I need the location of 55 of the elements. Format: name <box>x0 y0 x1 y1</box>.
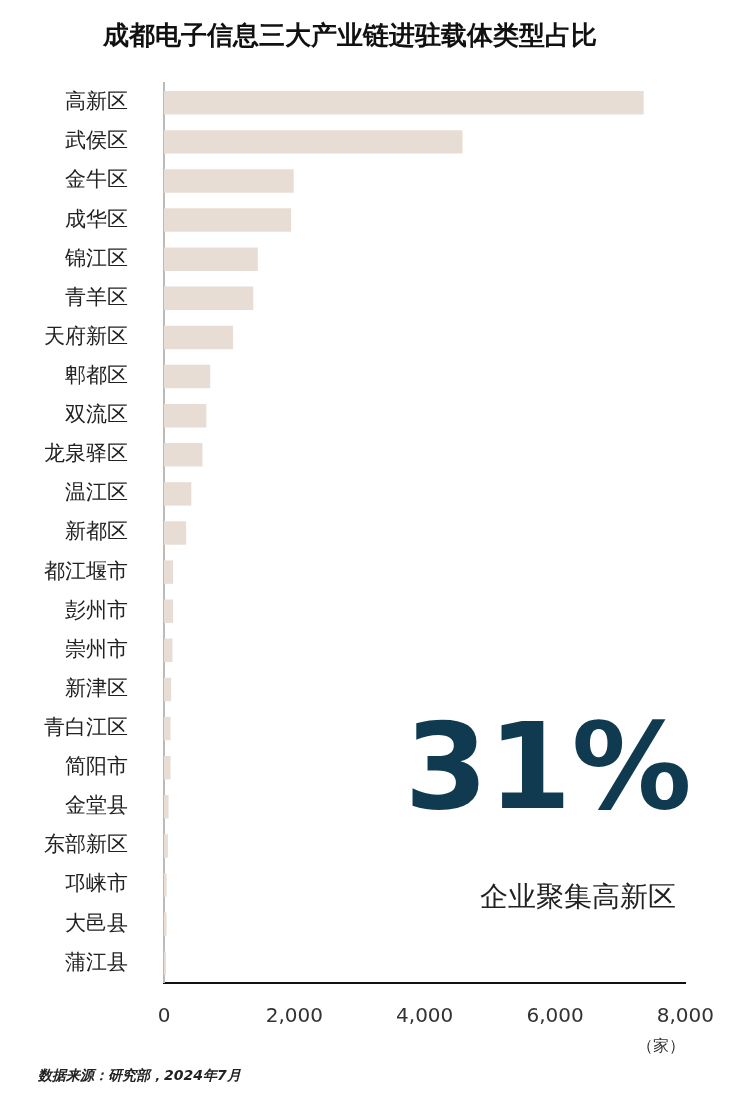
x-tick-label: 6,000 <box>526 1003 584 1027</box>
y-tick-label: 武侯区 <box>65 128 128 153</box>
y-tick-label: 锦江区 <box>64 245 128 270</box>
y-tick-label: 高新区 <box>65 89 128 114</box>
bar <box>164 599 174 623</box>
y-tick-label: 金堂县 <box>65 793 128 818</box>
bar <box>164 482 192 506</box>
bar <box>164 91 644 115</box>
y-tick-label: 温江区 <box>65 480 128 505</box>
y-tick-label: 青白江区 <box>44 715 128 740</box>
y-tick-label: 龙泉驿区 <box>44 441 128 466</box>
y-tick-label: 彭州市 <box>65 597 128 622</box>
y-tick-label: 成华区 <box>65 206 128 231</box>
annotation: 企业聚集高新区 <box>480 880 676 913</box>
y-tick-label: 金牛区 <box>65 167 128 192</box>
y-tick-label: 简阳市 <box>65 754 128 779</box>
y-tick-label: 青羊区 <box>65 284 128 309</box>
bar <box>164 325 234 350</box>
x-tick-label: 2,000 <box>265 1003 323 1027</box>
x-axis-title: （家） <box>637 1035 686 1055</box>
bar <box>164 247 258 271</box>
bar <box>164 364 211 389</box>
y-tick-label: 郫都区 <box>65 363 128 387</box>
y-tick-label: 新都区 <box>65 519 128 544</box>
bar <box>164 795 169 819</box>
bar <box>164 286 254 311</box>
bar <box>164 208 292 232</box>
bar <box>164 443 203 467</box>
y-tick-label: 大邑县 <box>65 910 128 935</box>
bar <box>164 677 172 702</box>
source-note: 数据来源：研究部，2024年7月 <box>37 1067 241 1083</box>
bar <box>164 638 173 663</box>
bar <box>164 560 174 584</box>
y-tick-label: 天府新区 <box>44 323 128 348</box>
y-tick-label: 邛崃市 <box>65 871 128 896</box>
y-tick-label: 东部新区 <box>44 832 128 857</box>
y-tick-label: 崇州市 <box>65 636 128 661</box>
y-tick-label: 蒲江县 <box>65 949 128 974</box>
bar <box>164 912 167 936</box>
y-tick-label: 都江堰市 <box>44 558 128 583</box>
chart-title: 成都电子信息三大产业链进驻载体类型占比 <box>102 20 597 51</box>
bar <box>164 755 171 780</box>
annotation: 31% <box>404 697 692 836</box>
y-tick-label: 新津区 <box>65 675 128 700</box>
x-tick-label: 0 <box>157 1003 171 1027</box>
bar <box>164 716 171 741</box>
bar <box>164 873 167 897</box>
bar <box>164 521 187 545</box>
bar <box>164 130 463 154</box>
bar <box>164 169 294 193</box>
bar <box>164 403 207 428</box>
x-tick-label: 8,000 <box>656 1003 714 1027</box>
bar <box>164 834 168 858</box>
y-tick-label: 双流区 <box>65 402 128 427</box>
x-tick-label: 4,000 <box>396 1003 454 1027</box>
